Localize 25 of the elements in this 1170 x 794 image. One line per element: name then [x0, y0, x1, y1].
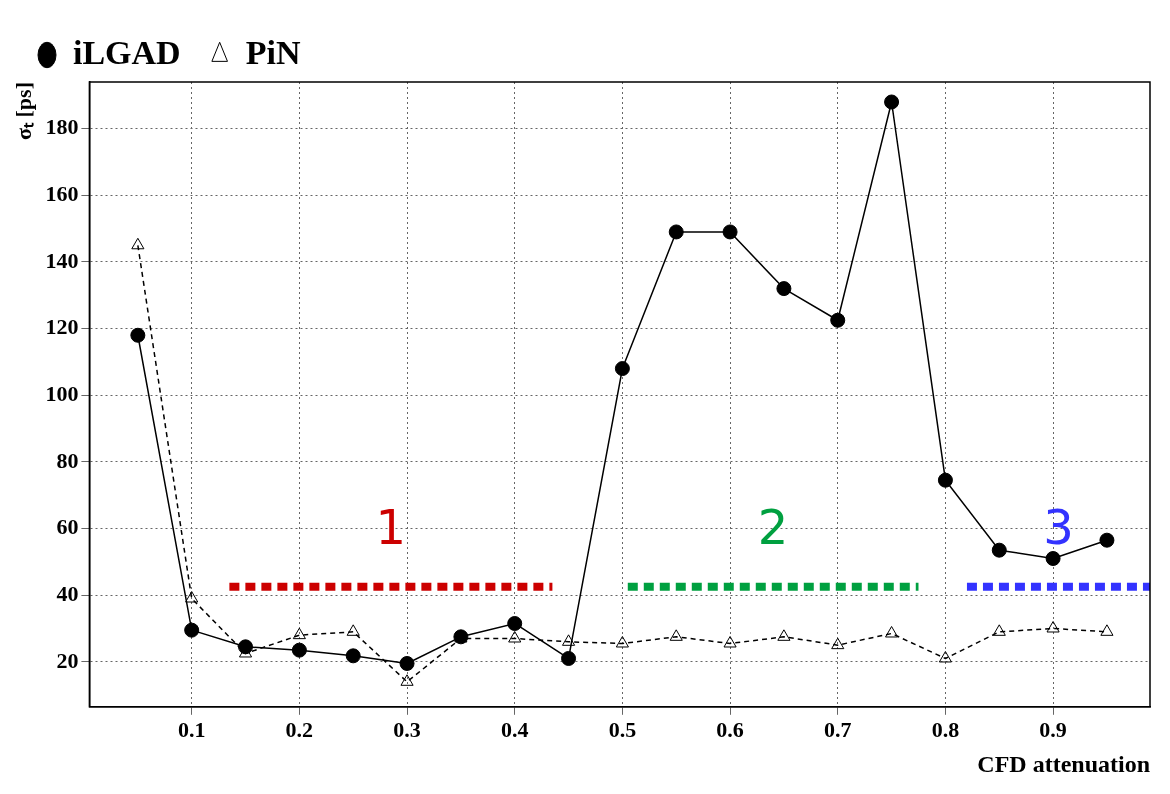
x-tick-label: 0.8	[931, 716, 960, 742]
y-tick-label: 20	[56, 647, 79, 673]
x-tick-label: 0.9	[1039, 716, 1067, 742]
x-tick-label: 0.4	[500, 716, 529, 742]
legend-label: PiN	[245, 33, 301, 71]
x-tick-label: 0.1	[177, 716, 206, 742]
x-axis-title: CFD attenuation	[977, 750, 1150, 777]
y-axis-title: σₜ [ps]	[10, 82, 36, 140]
annotation: 3	[1043, 499, 1074, 556]
annotation: 1	[375, 499, 407, 556]
x-tick-label: 0.2	[285, 716, 314, 742]
legend-label: iLGAD	[73, 33, 181, 71]
y-tick-label: 80	[56, 447, 79, 473]
y-tick-label: 40	[56, 580, 79, 606]
annotation: 2	[757, 499, 789, 556]
x-tick-label: 0.6	[716, 716, 744, 742]
y-tick-label: 160	[45, 180, 79, 206]
x-tick-label: 0.3	[393, 716, 421, 742]
y-tick-label: 180	[45, 114, 79, 140]
x-tick-label: 0.5	[608, 716, 637, 742]
y-tick-label: 60	[56, 514, 79, 540]
y-tick-label: 120	[45, 314, 79, 340]
y-tick-label: 140	[45, 247, 79, 273]
y-tick-label: 100	[45, 380, 79, 406]
x-tick-label: 0.7	[823, 716, 852, 742]
